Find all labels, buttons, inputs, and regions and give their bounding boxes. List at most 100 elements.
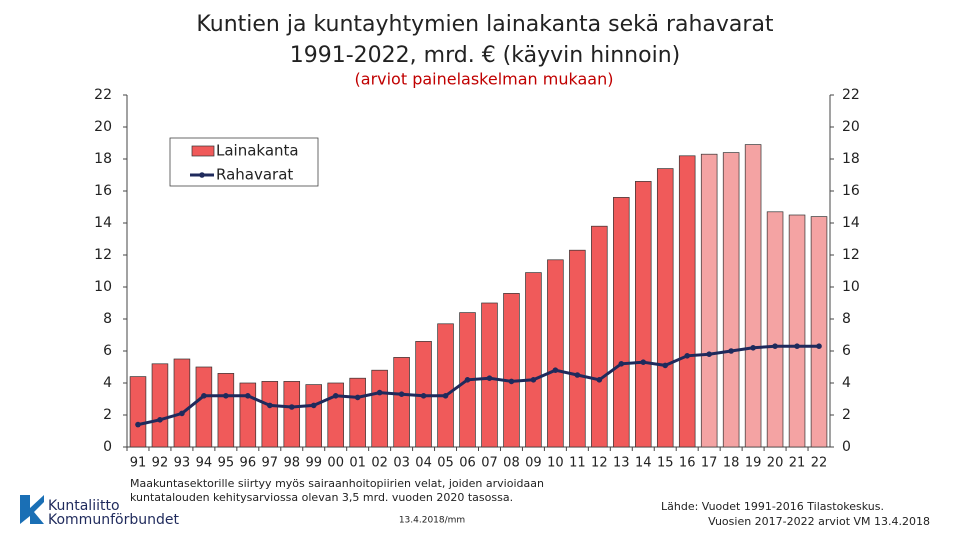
line-point — [201, 393, 207, 399]
line-point — [794, 343, 800, 350]
legend-swatch — [199, 172, 205, 178]
bar — [635, 181, 652, 448]
line-point — [706, 351, 712, 358]
y-tick-label: 4 — [103, 375, 112, 391]
chart-subtitle: (arviot painelaskelman mukaan) — [355, 70, 614, 89]
y2-tick-label: 2 — [842, 407, 851, 423]
line-point — [376, 389, 383, 396]
x-tick-label: 97 — [262, 456, 279, 471]
y-tick-label: 18 — [94, 151, 112, 167]
y2-tick-label: 18 — [842, 151, 860, 167]
x-tick-label: 04 — [415, 456, 432, 471]
x-tick-label: 14 — [635, 456, 652, 471]
x-tick-label: 92 — [152, 456, 169, 471]
bar — [591, 225, 608, 448]
line-point — [354, 394, 361, 401]
line-point — [223, 393, 229, 399]
logo: Kuntaliitto Kommunförbundet — [20, 495, 179, 528]
y2-tick-label: 20 — [842, 119, 860, 135]
bar — [349, 377, 366, 448]
y-tick-label: 16 — [94, 183, 112, 199]
bar — [327, 382, 344, 448]
y2-tick-label: 14 — [842, 215, 860, 231]
bar — [503, 293, 520, 448]
legend-swatch — [191, 145, 215, 157]
line — [137, 344, 820, 427]
bar — [766, 211, 784, 448]
line-point — [574, 372, 581, 378]
bar — [547, 259, 564, 448]
line-point — [728, 348, 734, 354]
line-point — [640, 359, 647, 366]
logo-text: Kuntaliitto — [48, 498, 120, 514]
bar — [217, 373, 235, 448]
x-tick-label: 03 — [393, 456, 410, 471]
y-tick-label: 2 — [103, 407, 112, 423]
x-tick-label: 91 — [130, 456, 147, 471]
bar — [305, 384, 322, 448]
line-point — [596, 377, 603, 383]
y2-tick-label: 10 — [842, 279, 860, 295]
x-tick-label: 12 — [591, 456, 608, 471]
bar — [722, 152, 740, 448]
line-point — [420, 393, 427, 399]
bar — [700, 153, 718, 448]
bar — [569, 249, 586, 448]
x-tick-label: 19 — [745, 456, 762, 471]
x-tick-label: 10 — [547, 456, 564, 471]
logo-mark — [20, 495, 44, 524]
line-point — [750, 345, 756, 351]
legend-label: Lainakanta — [216, 142, 299, 160]
x-tick-label: 20 — [767, 456, 784, 471]
line-point — [530, 377, 537, 383]
x-tick-label: 02 — [371, 456, 388, 471]
y2-tick-label: 4 — [842, 375, 851, 391]
x-tick-label: 22 — [811, 456, 828, 471]
line-point — [135, 421, 141, 428]
x-tick-label: 05 — [437, 456, 454, 471]
bar — [195, 366, 213, 448]
y2-tick-label: 6 — [842, 343, 851, 359]
x-tick-label: 98 — [283, 456, 300, 471]
line-point — [618, 361, 625, 367]
line-point — [442, 393, 449, 399]
y2-tick-label: 12 — [842, 247, 860, 263]
y-tick-label: 22 — [94, 87, 112, 103]
x-tick-label: 16 — [679, 456, 696, 471]
x-tick-label: 09 — [525, 456, 542, 471]
bar — [371, 369, 388, 448]
bar — [678, 155, 696, 448]
y-tick-label: 14 — [94, 215, 112, 231]
line-point — [266, 402, 273, 409]
chart-title: Kuntien ja kuntayhtymien lainakanta sekä… — [196, 12, 774, 37]
x-tick-label: 95 — [218, 456, 235, 471]
bar — [744, 144, 762, 448]
source: Lähde: Vuodet 1991-2016 Tilastokeskus. — [661, 500, 884, 513]
bar — [437, 323, 454, 448]
x-tick-label: 15 — [657, 456, 674, 471]
y-tick-label: 20 — [94, 119, 112, 135]
line-point — [662, 362, 669, 369]
bar — [810, 216, 828, 448]
x-tick-label: 01 — [349, 456, 366, 471]
y-tick-label: 10 — [94, 279, 112, 295]
y2-tick-label: 0 — [842, 439, 851, 455]
logo-text: Kommunförbundet — [48, 512, 179, 528]
line-point — [245, 393, 251, 399]
footnote: Maakuntasektorille siirtyy myös sairaanh… — [130, 477, 544, 490]
x-tick-label: 00 — [327, 456, 344, 471]
line-point — [332, 393, 339, 399]
bar — [173, 358, 191, 448]
bar — [129, 376, 147, 448]
line-point — [288, 404, 295, 410]
bar — [788, 214, 806, 448]
legend-label: Rahavarat — [216, 166, 293, 184]
line-point — [398, 391, 405, 398]
x-tick-label: 06 — [459, 456, 476, 471]
footnote: kuntatalouden kehitysarviossa olevan 3,5… — [130, 491, 513, 504]
line-point — [508, 378, 515, 385]
x-tick-label: 93 — [174, 456, 191, 471]
bar — [656, 168, 674, 448]
bar — [393, 357, 410, 448]
